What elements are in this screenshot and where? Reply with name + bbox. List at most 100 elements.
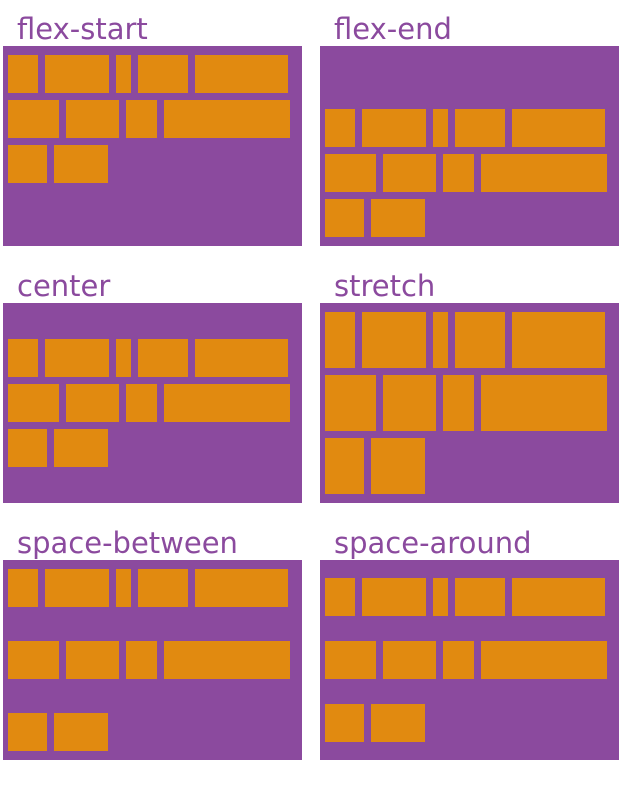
- flex-item: [45, 569, 109, 607]
- flex-item: [116, 339, 131, 377]
- flex-item: [481, 375, 607, 431]
- flex-item: [512, 578, 605, 616]
- panel: flex-end: [320, 13, 619, 246]
- flex-line: [8, 55, 297, 93]
- flex-item: [455, 109, 505, 147]
- panel: space-around: [320, 527, 619, 760]
- flex-line: [325, 154, 614, 192]
- flex-item: [325, 154, 376, 192]
- flex-item: [116, 569, 131, 607]
- flex-item: [325, 641, 376, 679]
- flex-line: [8, 569, 297, 607]
- panels-grid: flex-start flex-end center stretch space…: [3, 13, 620, 760]
- flex-item: [325, 578, 355, 616]
- flex-line: [325, 438, 614, 494]
- flex-item: [126, 641, 157, 679]
- flex-item: [383, 641, 436, 679]
- flex-item: [8, 100, 59, 138]
- flex-line: [325, 641, 614, 679]
- flex-container-stretch: [320, 303, 619, 503]
- flex-item: [126, 100, 157, 138]
- flex-item: [8, 569, 38, 607]
- flex-item: [164, 100, 290, 138]
- flex-line: [8, 145, 297, 183]
- flex-line: [325, 375, 614, 431]
- flex-item: [325, 199, 364, 237]
- flex-item: [8, 55, 38, 93]
- flex-line: [8, 339, 297, 377]
- flex-container-space-around: [320, 560, 619, 760]
- flex-item: [481, 641, 607, 679]
- panel: center: [3, 270, 302, 503]
- flex-item: [66, 100, 119, 138]
- flex-item: [195, 55, 288, 93]
- panel-label-space-around: space-around: [334, 526, 532, 560]
- flex-item: [54, 713, 108, 751]
- flex-item: [164, 384, 290, 422]
- flex-line: [325, 109, 614, 147]
- flex-item: [54, 145, 108, 183]
- flex-item: [45, 55, 109, 93]
- flex-item: [66, 641, 119, 679]
- flex-container-flex-start: [3, 46, 302, 246]
- flex-line: [325, 199, 614, 237]
- flex-line: [325, 704, 614, 742]
- flex-item: [195, 569, 288, 607]
- flex-item: [8, 384, 59, 422]
- flex-item: [433, 312, 448, 368]
- flex-item: [8, 713, 47, 751]
- flex-item: [195, 339, 288, 377]
- flex-item: [455, 578, 505, 616]
- panel: space-between: [3, 527, 302, 760]
- flex-item: [8, 339, 38, 377]
- flex-item: [116, 55, 131, 93]
- flex-item: [8, 429, 47, 467]
- flex-item: [512, 109, 605, 147]
- panel: stretch: [320, 270, 619, 503]
- flex-item: [443, 375, 474, 431]
- flex-container-flex-end: [320, 46, 619, 246]
- flex-item: [325, 704, 364, 742]
- flex-item: [433, 578, 448, 616]
- flex-container-space-between: [3, 560, 302, 760]
- flex-line: [8, 384, 297, 422]
- flex-item: [325, 109, 355, 147]
- flex-item: [8, 641, 59, 679]
- panel-label-space-between: space-between: [17, 526, 238, 560]
- panel-label-flex-start: flex-start: [17, 12, 148, 46]
- flex-item: [325, 312, 355, 368]
- flex-line: [8, 713, 297, 751]
- flex-item: [443, 641, 474, 679]
- flex-item: [512, 312, 605, 368]
- flex-item: [433, 109, 448, 147]
- flex-item: [362, 109, 426, 147]
- flex-item: [371, 438, 425, 494]
- flex-line: [8, 100, 297, 138]
- flex-item: [325, 375, 376, 431]
- panel: flex-start: [3, 13, 302, 246]
- flex-item: [362, 578, 426, 616]
- flex-container-center: [3, 303, 302, 503]
- flex-item: [443, 154, 474, 192]
- flex-item: [371, 704, 425, 742]
- flex-item: [45, 339, 109, 377]
- flex-item: [455, 312, 505, 368]
- flex-item: [383, 375, 436, 431]
- flex-item: [138, 339, 188, 377]
- panel-label-flex-end: flex-end: [334, 12, 452, 46]
- flex-item: [481, 154, 607, 192]
- flex-line: [8, 641, 297, 679]
- flex-item: [138, 569, 188, 607]
- flex-line: [8, 429, 297, 467]
- panel-label-stretch: stretch: [334, 269, 436, 303]
- flex-item: [383, 154, 436, 192]
- flex-item: [126, 384, 157, 422]
- flex-item: [138, 55, 188, 93]
- flex-item: [325, 438, 364, 494]
- flex-item: [8, 145, 47, 183]
- flex-item: [362, 312, 426, 368]
- flex-item: [66, 384, 119, 422]
- flex-item: [371, 199, 425, 237]
- flex-item: [54, 429, 108, 467]
